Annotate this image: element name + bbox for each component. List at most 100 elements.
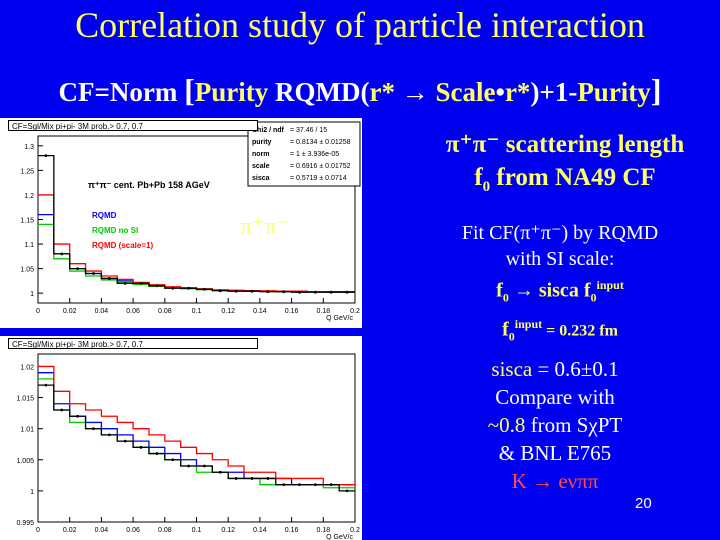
- stats-key: sisca: [252, 175, 270, 182]
- plot-top-svg: 1.3 1.25 1.2 1.15 1.1 1.05 1 0 0.02 0.04 0.06 0.08 0…: [20, 121, 361, 322]
- data-point: [123, 281, 127, 285]
- data-point: [218, 289, 222, 293]
- data-point: [187, 286, 190, 290]
- x-tick-label: 0.06: [126, 308, 140, 315]
- y-tick-label: 1.05: [20, 267, 34, 274]
- data-point: [298, 290, 301, 294]
- data-point: [250, 477, 254, 480]
- cf-plot-bottom: CF=Sgl/Mix pi+pi- 3M prob.> 0.7, 0.7 1.0…: [0, 336, 362, 540]
- data-point: [203, 464, 206, 468]
- series-line-data: [38, 154, 355, 293]
- sisca-label: sisca: [491, 357, 533, 381]
- series-line-rqmd-scale-1-: [38, 365, 355, 486]
- y-tick-label: 1: [30, 489, 34, 496]
- legend-entry: RQMD no SI: [92, 226, 138, 235]
- x-tick-label: 0.16: [285, 308, 299, 315]
- x-tick-label: 0.14: [253, 527, 267, 534]
- formula-tail: )+1-: [530, 77, 578, 107]
- stats-value: = 37.46 / 15: [290, 127, 327, 134]
- scattering-line2: from NA49 CF: [490, 164, 656, 191]
- formula-purity: Purity: [194, 77, 269, 107]
- formula-lbracket: [: [184, 72, 195, 108]
- x-tick-label: 0.2: [350, 527, 360, 534]
- formula-purity2: Purity: [577, 77, 651, 107]
- series-line-rqmd-scale-1-: [38, 194, 355, 293]
- x-tick-label: 0.18: [316, 527, 330, 534]
- series-line-data: [38, 384, 355, 492]
- fit-pi: π⁺π⁻: [520, 222, 562, 244]
- formula-rqmd: RQMD(: [268, 77, 370, 107]
- formula-arrow: →: [395, 77, 436, 107]
- fit-line1b: ) by RQMD: [561, 222, 659, 244]
- y-tick-label: 1.3: [24, 144, 34, 151]
- fit-f0-input-sub: 0: [508, 329, 515, 344]
- y-tick-label: 1.02: [20, 364, 34, 371]
- plot-frame: [37, 353, 356, 523]
- stats-value: = 0.5719 ± 0.0714: [290, 175, 347, 182]
- x-axis-title: Q GeV/c: [326, 534, 353, 540]
- fit-f0-value: = 0.232 fm: [542, 322, 618, 340]
- data-point: [266, 290, 270, 294]
- data-point: [345, 290, 349, 294]
- cf-formula: CF=Norm [Purity RQMD(r* → Scale•r*)+1-Pu…: [0, 72, 720, 109]
- compare-source: from SχPT: [525, 413, 623, 437]
- data-point: [329, 290, 333, 294]
- data-point: [313, 290, 317, 294]
- bnl-experiment: & BNL E765: [498, 441, 612, 465]
- data-point: [60, 408, 64, 412]
- stats-value: = 0.8134 ± 0.01258: [290, 139, 351, 146]
- stats-box: [247, 121, 361, 187]
- formula-lhs: CF=Norm: [58, 77, 185, 107]
- data-point: [234, 289, 238, 293]
- data-point: [44, 154, 48, 158]
- stats-key: scale: [252, 163, 270, 170]
- y-tick-label: 1: [30, 291, 34, 298]
- formula-rbracket: ]: [650, 72, 662, 108]
- x-tick-label: 0.12: [221, 308, 235, 315]
- data-point: [171, 458, 175, 462]
- x-tick-label: 0.18: [316, 308, 330, 315]
- plot-bottom-header: CF=Sgl/Mix pi+pi- 3M prob.> 0.7, 0.7: [8, 338, 258, 349]
- x-axis-title: Q GeV/c: [326, 315, 353, 322]
- cf-plot-top: CF=Sgl/Mix pi+pi- 3M prob.> 0.7, 0.7 1.3…: [0, 118, 362, 328]
- series-line-rqmd: [38, 213, 355, 293]
- data-point: [187, 464, 190, 468]
- data-point: [76, 414, 80, 418]
- fit-f0-sub: 0: [502, 290, 509, 305]
- plot-top-header: CF=Sgl/Mix pi+pi- 3M prob.> 0.7, 0.7: [8, 120, 258, 131]
- y-tick-label: 0.995: [16, 520, 34, 527]
- x-tick-label: 0.14: [253, 308, 267, 315]
- stats-key: Chi2 / ndf: [252, 127, 285, 134]
- x-tick-label: 0.1: [192, 527, 202, 534]
- fit-line2: with SI scale:: [505, 248, 615, 270]
- y-tick-label: 1.005: [16, 458, 34, 465]
- data-point: [329, 483, 333, 487]
- data-point: [44, 383, 48, 387]
- data-point: [234, 477, 238, 480]
- x-tick-label: 0.2: [350, 308, 360, 315]
- x-tick-label: 0.02: [63, 527, 77, 534]
- sisca-result: sisca = 0.6±0.1 Compare with ~0.8 from S…: [430, 355, 680, 495]
- compare-with: Compare with: [495, 385, 615, 409]
- data-point: [107, 433, 111, 437]
- data-point: [203, 287, 206, 291]
- data-point: [345, 489, 349, 493]
- y-tick-label: 1.015: [16, 396, 34, 403]
- data-point: [107, 277, 111, 280]
- kaon-decay: K → eνππ: [511, 469, 599, 493]
- x-tick-label: 0: [36, 308, 40, 315]
- y-tick-label: 1.01: [20, 427, 34, 434]
- fit-f0-input-sup: input: [514, 316, 543, 331]
- x-tick-label: 0.08: [158, 308, 172, 315]
- fit-sisca-sub: 0: [590, 290, 597, 305]
- data-point: [76, 267, 80, 271]
- fit-description: Fit CF(π⁺π⁻) by RQMD with SI scale: f0 →…: [410, 220, 710, 349]
- scattering-line1: scattering length: [499, 131, 685, 158]
- data-point: [155, 284, 159, 288]
- fit-f0: f: [496, 279, 503, 302]
- series-line-rqmd-no-si: [38, 223, 355, 293]
- x-tick-label: 0.12: [221, 527, 235, 534]
- pi-pair-overlay: π⁺π⁻: [240, 214, 290, 240]
- y-tick-label: 1.1: [24, 242, 34, 249]
- stats-key: norm: [252, 151, 270, 158]
